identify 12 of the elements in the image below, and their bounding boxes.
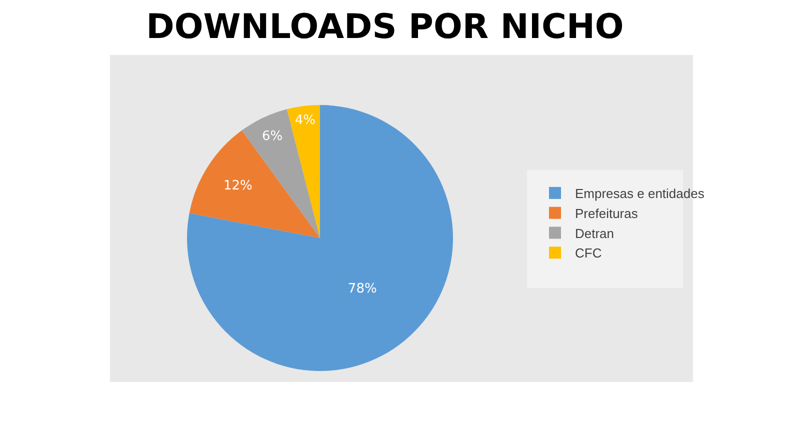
legend-label: Prefeituras — [575, 206, 638, 221]
legend-label: Empresas e entidades — [575, 186, 705, 202]
data-label: 12% — [223, 178, 252, 194]
legend-label: Detran — [575, 226, 614, 241]
pie-slice — [189, 130, 320, 238]
data-label: 4% — [294, 113, 316, 128]
legend-label: CFC — [575, 246, 602, 261]
pie-slice — [286, 105, 320, 238]
chart-title: DOWNLOADS POR NICHO — [146, 6, 624, 47]
pie-slice — [187, 105, 453, 371]
data-label: 6% — [262, 129, 283, 144]
data-label: 78% — [348, 282, 377, 297]
